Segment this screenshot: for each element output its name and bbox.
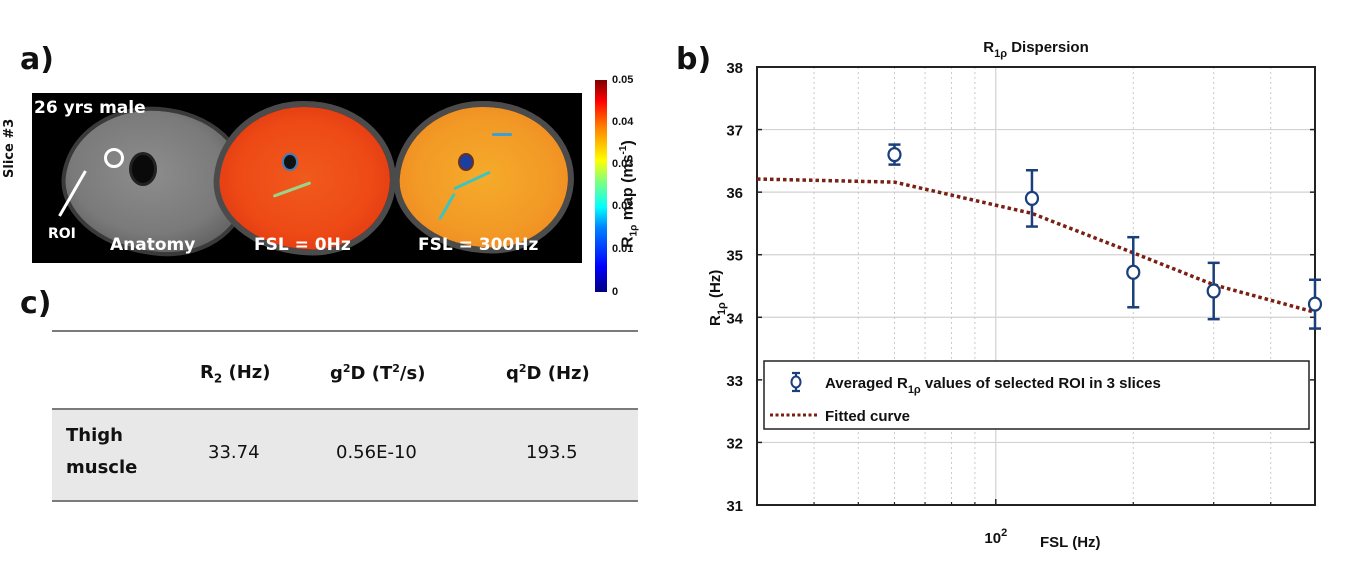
roi-circle: [104, 148, 124, 168]
y-tick-label: 33: [726, 373, 743, 390]
cell-q2d: 193.5: [526, 442, 578, 463]
header-r2: R2 (Hz): [200, 362, 271, 386]
marker-circle: [1307, 296, 1323, 312]
panel-b-label: b): [676, 42, 712, 77]
legend-errorbar-marker-icon: [790, 371, 802, 393]
marker-circle: [1126, 264, 1141, 280]
fitted-curve: [756, 177, 1316, 314]
y-tick-label: 31: [726, 498, 743, 515]
legend-box: [763, 360, 1310, 430]
fsl-300hz-caption: FSL = 300Hz: [418, 235, 539, 255]
marker-circle: [1024, 190, 1040, 206]
colorbar-tick: 0.05: [612, 74, 634, 86]
femur-anatomy: [132, 155, 154, 183]
legend: Averaged R1ρ values of selected ROI in 3…: [763, 360, 1310, 430]
ticks: 31 32 33 34 35 36 37 38: [726, 60, 1316, 515]
table-bottom-rule: [52, 500, 638, 502]
femur-fsl0: [284, 155, 296, 169]
fsl-0hz-caption: FSL = 0Hz: [254, 235, 351, 255]
cell-g2d: 0.56E-10: [336, 442, 417, 463]
axes-box: [756, 66, 1316, 506]
roi-label: ROI: [48, 226, 76, 242]
table-row: Thigh muscle 33.74 0.56E-10 193.5: [52, 408, 638, 500]
y-tick-label: 34: [726, 310, 743, 327]
y-axis-label: R1ρ (Hz): [707, 270, 728, 326]
chart-title: R1ρ Dispersion: [983, 39, 1088, 60]
legend-label-fit: Fitted curve: [825, 408, 910, 425]
marker-circle: [887, 147, 902, 163]
header-q2d: q2D (Hz): [506, 362, 590, 384]
colorbar-tick: 0: [612, 286, 619, 298]
colorbar-tick: 0.03: [612, 158, 634, 170]
vessel: [492, 133, 512, 136]
grid: [757, 67, 1316, 505]
row-name: Thigh muscle: [66, 425, 138, 478]
data-point: [1307, 278, 1323, 330]
data-point: [1206, 261, 1221, 321]
femur-fsl300: [460, 155, 472, 169]
mri-image-strip: 26 yrs male ROI Anatomy FSL = 0Hz FSL = …: [32, 93, 582, 263]
data-point: [1126, 235, 1141, 309]
cell-r2: 33.74: [208, 442, 260, 463]
panel-c-label: c): [20, 286, 52, 321]
colorbar-tick: 0.04: [612, 116, 634, 128]
y-tick-label: 37: [726, 123, 743, 140]
data-point: [1024, 168, 1040, 228]
y-tick-label: 32: [726, 435, 743, 452]
table-top-rule: [52, 330, 638, 332]
marker-circle: [1206, 283, 1221, 299]
legend-circle: [790, 375, 802, 389]
legend-label-data: Averaged R1ρ values of selected ROI in 3…: [825, 375, 1161, 396]
y-tick-label: 35: [726, 248, 743, 265]
y-tick-label: 38: [726, 60, 743, 77]
panel-a-label: a): [20, 42, 54, 77]
table-mid-rule: [52, 408, 638, 410]
anatomy-caption: Anatomy: [110, 235, 196, 255]
colorbar: [595, 80, 607, 292]
data-points: [887, 143, 1323, 330]
colorbar-tick: 0.01: [612, 243, 634, 255]
header-g2d: g2D (T2/s): [330, 362, 426, 384]
data-point: [887, 143, 902, 166]
x-axis-label: FSL (Hz): [1040, 534, 1101, 551]
x-tick-label: 102: [984, 527, 1007, 547]
y-tick-label: 36: [726, 185, 743, 202]
subject-label: 26 yrs male: [34, 98, 146, 118]
colorbar-tick: 0.02: [612, 200, 634, 212]
